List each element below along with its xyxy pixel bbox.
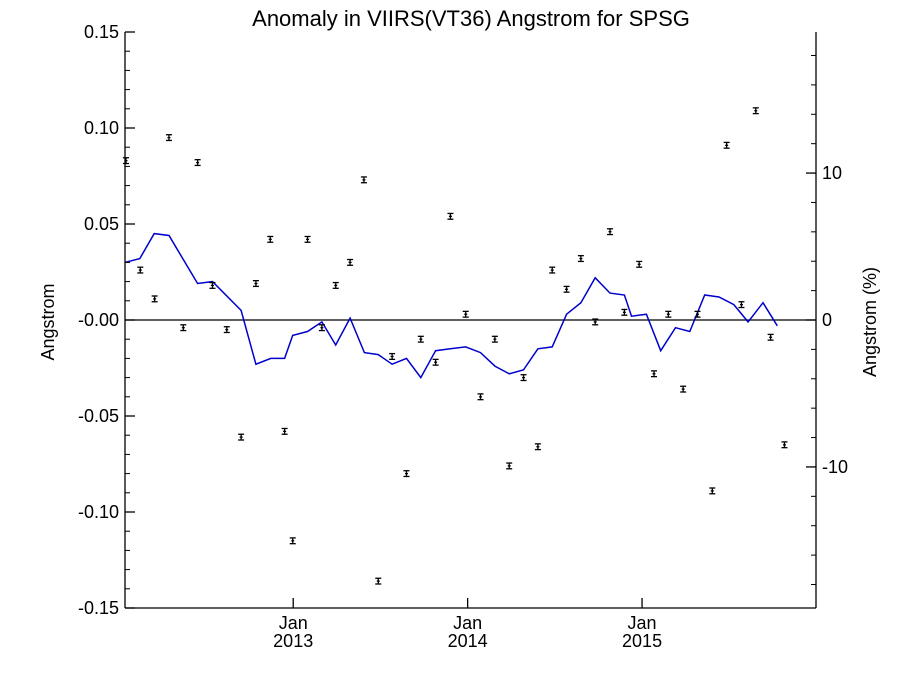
data-point-32	[577, 255, 584, 263]
data-point-4	[180, 324, 187, 332]
data-point-29	[534, 443, 541, 451]
data-point-8	[238, 433, 245, 441]
y-tick-label-left: 0.10	[84, 118, 119, 138]
data-point-6	[209, 281, 216, 289]
y-tick-label-right: 0	[822, 310, 832, 330]
data-point-35	[621, 308, 628, 316]
data-point-3	[165, 134, 172, 142]
data-point-7	[223, 326, 230, 334]
y-tick-label-right: -10	[822, 457, 848, 477]
data-point-17	[360, 176, 367, 184]
x-tick-label-month: Jan	[453, 613, 482, 633]
data-point-24	[462, 310, 469, 318]
y-axis-label-right: Angstrom (%)	[860, 267, 880, 377]
x-tick-label-year: 2013	[273, 631, 313, 651]
data-point-30	[549, 266, 556, 274]
data-point-45	[767, 333, 774, 341]
y-tick-label-left: 0.15	[84, 22, 119, 42]
y-tick-label-left: 0.05	[84, 214, 119, 234]
data-point-27	[506, 462, 513, 470]
data-point-0	[122, 157, 129, 165]
data-point-9	[252, 279, 259, 288]
data-point-38	[665, 310, 672, 318]
y-tick-label-left: -0.15	[78, 598, 119, 618]
data-point-44	[752, 107, 759, 115]
data-point-28	[520, 374, 527, 382]
x-tick-label-month: Jan	[628, 613, 657, 633]
x-tick-label-year: 2015	[622, 631, 662, 651]
y-tick-label-right: 10	[822, 163, 842, 183]
data-point-20	[403, 470, 410, 478]
data-point-39	[680, 385, 687, 393]
y-tick-label-left: -0.00	[78, 310, 119, 330]
data-point-33	[592, 318, 599, 326]
data-point-37	[651, 370, 658, 378]
data-point-15	[332, 281, 339, 289]
data-point-42	[723, 141, 730, 149]
data-point-40	[694, 310, 701, 318]
data-point-10	[267, 235, 274, 243]
data-point-11	[281, 427, 288, 435]
data-point-34	[607, 228, 614, 236]
data-point-36	[636, 260, 643, 268]
data-point-26	[491, 335, 498, 343]
data-point-46	[781, 441, 788, 449]
data-point-16	[347, 258, 354, 266]
data-point-22	[432, 358, 439, 366]
data-point-19	[389, 352, 396, 361]
data-point-43	[738, 301, 745, 309]
data-point-13	[304, 235, 311, 243]
data-point-18	[375, 577, 382, 585]
chart-title: Anomaly in VIIRS(VT36) Angstrom for SPSG	[252, 6, 690, 31]
data-point-12	[289, 537, 296, 545]
data-point-1	[137, 266, 144, 274]
axes-layer: 0.15 0.10 0.05 -0.00 -0.05 -0.10 -0.15 10 0 -10 Ja…	[78, 22, 848, 651]
data-point-14	[318, 324, 325, 332]
y-tick-label-left: -0.05	[78, 406, 119, 426]
data-point-23	[447, 212, 454, 220]
data-point-2	[151, 295, 158, 303]
running-mean-line-layer	[124, 232, 778, 379]
data-point-21	[417, 335, 424, 343]
y-tick-label-left: -0.10	[78, 502, 119, 522]
x-tick-label-year: 2014	[448, 631, 488, 651]
data-point-5	[194, 159, 201, 167]
data-point-41	[709, 487, 716, 495]
running-mean-line	[124, 232, 778, 379]
data-points-layer	[122, 107, 788, 585]
data-point-31	[563, 285, 570, 293]
x-tick-label-month: Jan	[279, 613, 308, 633]
data-point-25	[477, 393, 484, 401]
y-axis-label-left: Angstrom	[38, 283, 58, 360]
